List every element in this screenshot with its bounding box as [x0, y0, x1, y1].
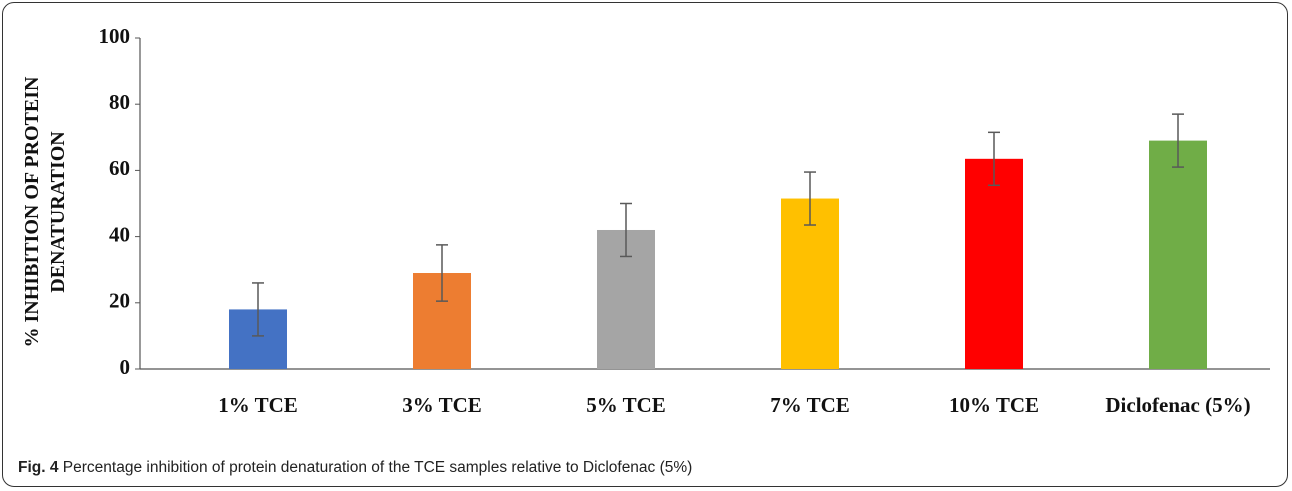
- y-tick-label: 20: [109, 289, 130, 313]
- x-tick-label: 1% TCE: [218, 393, 298, 417]
- y-tick-label: 100: [99, 24, 131, 48]
- bar: [965, 158, 1023, 369]
- y-tick-label: 80: [109, 90, 130, 114]
- x-tick-label: 7% TCE: [770, 393, 850, 417]
- caption: Fig. 4 Percentage inhibition of protein …: [18, 459, 692, 477]
- y-axis-label: % INHIBITION OF PROTEIN DENATURATION: [21, 76, 69, 348]
- y-tick-label: 0: [120, 355, 131, 379]
- x-tick-label: 5% TCE: [586, 393, 666, 417]
- x-tick-label: 10% TCE: [948, 393, 1040, 417]
- x-tick-label: 3% TCE: [402, 393, 482, 417]
- y-tick-label: 40: [109, 222, 130, 246]
- caption-text: Percentage inhibition of protein denatur…: [62, 459, 693, 476]
- x-tick-label: Diclofenac (5%): [1105, 393, 1251, 417]
- y-tick-label: 60: [109, 156, 130, 180]
- caption-label: Fig. 4: [18, 459, 59, 476]
- bar: [781, 198, 839, 369]
- bar: [1149, 140, 1207, 369]
